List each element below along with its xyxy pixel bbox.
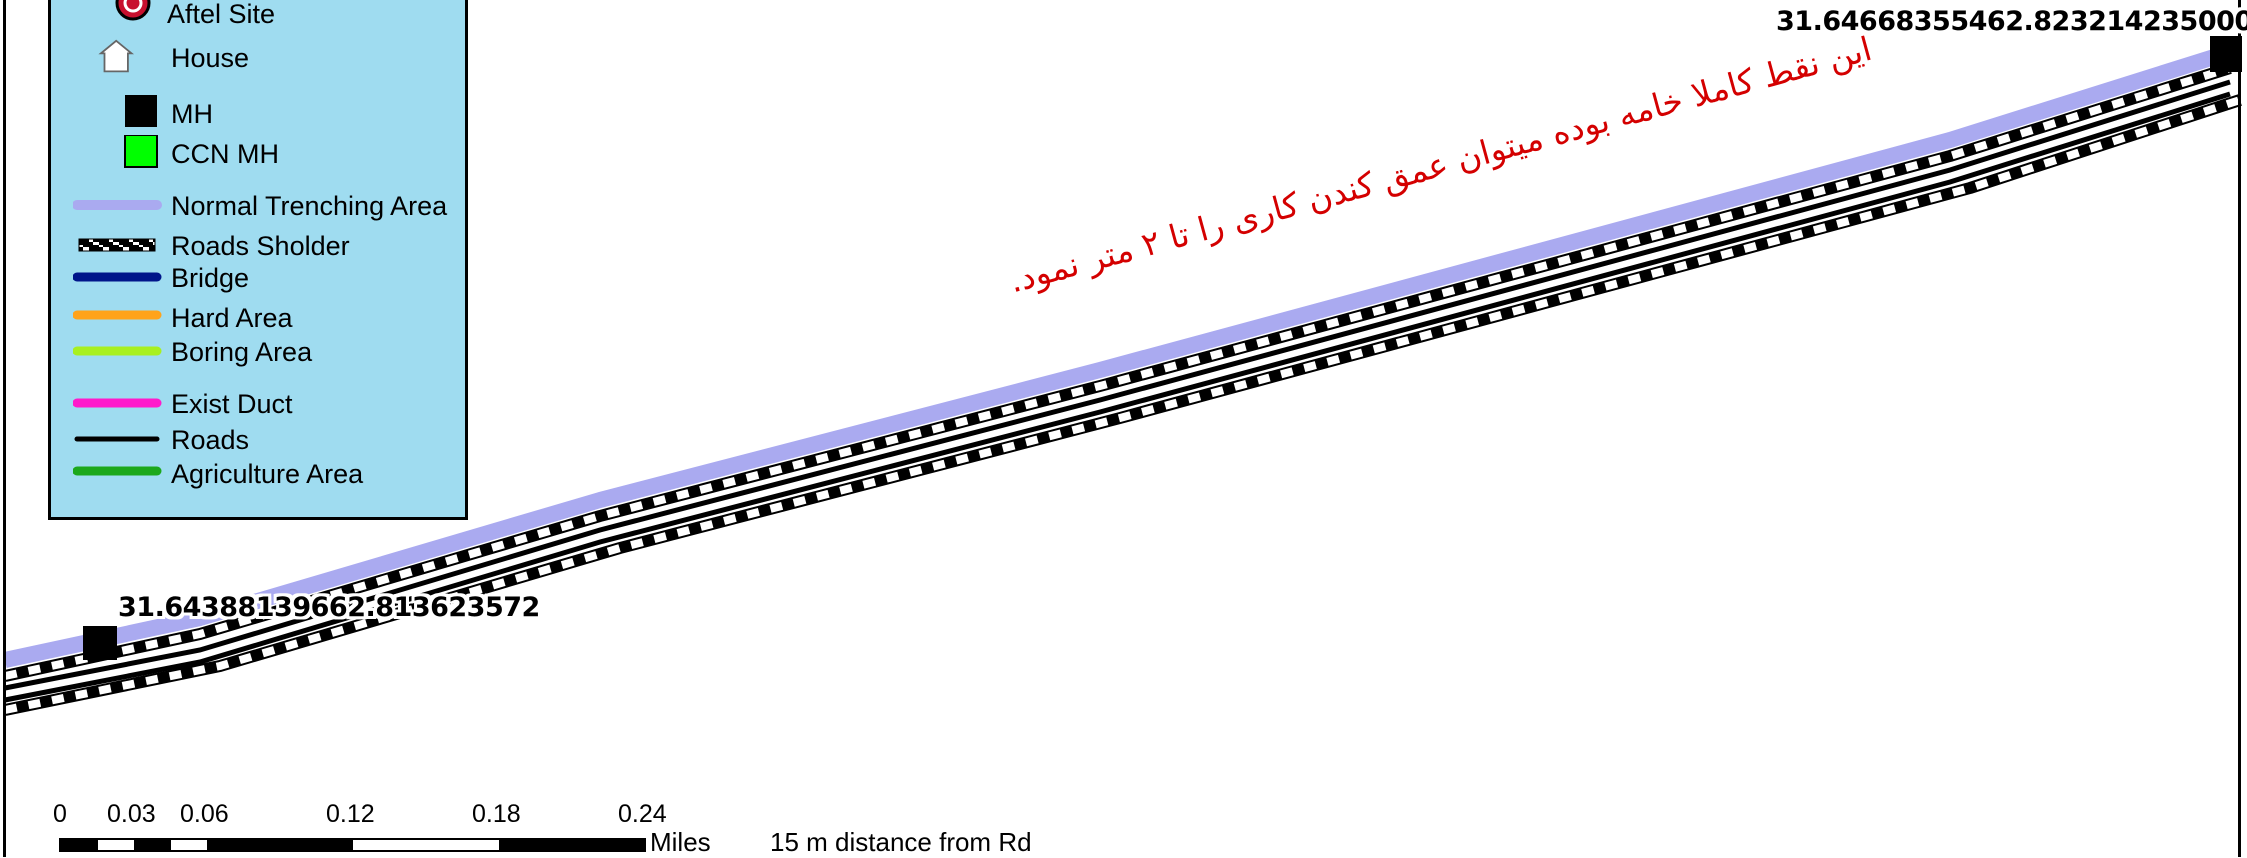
- scale-tick-label: 0.18: [472, 800, 521, 828]
- legend-row-boring: Boring Area: [51, 333, 465, 369]
- scale-tick-label: 0: [53, 800, 67, 828]
- legend-label: Roads: [171, 425, 250, 455]
- mh-marker-left[interactable]: [83, 626, 117, 660]
- agriculture-line-symbol: [73, 466, 162, 476]
- legend-label: Roads Sholder: [171, 231, 350, 261]
- mh-coordinate-label-right: 31.64668355462.8232142350001: [1776, 6, 2247, 37]
- boring-area-line-symbol: [73, 346, 162, 356]
- legend-row-aftel: Aftel Site: [51, 0, 465, 31]
- mh-marker-right[interactable]: [2210, 36, 2242, 72]
- roads-line-symbol: [74, 436, 160, 442]
- legend-label: Aftel Site: [167, 0, 276, 29]
- legend-row-hard: Hard Area: [51, 299, 465, 335]
- shoulder-line-symbol: [78, 238, 156, 252]
- distance-note-label: 15 m distance from Rd: [770, 827, 1032, 857]
- scale-bar: [59, 838, 646, 852]
- legend-row-shoulder: Roads Sholder: [51, 227, 465, 263]
- legend-label: Bridge: [171, 263, 250, 293]
- house-icon: [98, 39, 135, 73]
- scale-tick-label: 0.24: [618, 800, 667, 828]
- ccn-mh-symbol-icon: [124, 135, 158, 168]
- legend-label: Hard Area: [171, 303, 293, 333]
- legend-label: CCN MH: [171, 139, 279, 169]
- trenching-area-line: [3, 44, 2233, 668]
- legend-row-bridge: Bridge: [51, 259, 465, 295]
- trench-line-symbol: [73, 200, 162, 210]
- scale-units-label: Miles: [650, 827, 711, 857]
- legend-row-trench: Normal Trenching Area: [51, 187, 465, 223]
- legend-row-roads: Roads: [51, 421, 465, 457]
- scale-tick-label: 0.12: [326, 800, 375, 828]
- legend-label: House: [171, 43, 250, 73]
- legend-row-ccn-mh: CCN MH: [51, 135, 465, 171]
- legend-label: Agriculture Area: [171, 459, 364, 489]
- aftel-site-icon: [115, 0, 151, 21]
- bridge-line-symbol: [73, 272, 162, 282]
- legend-label: Normal Trenching Area: [171, 191, 448, 221]
- legend-row-house: House: [51, 39, 465, 75]
- road-shoulder-lower: [3, 94, 2242, 716]
- road-line-upper: [4, 79, 2231, 691]
- road-line-lower: [4, 91, 2231, 703]
- scale-tick-label: 0.06: [180, 800, 229, 828]
- legend-label: Boring Area: [171, 337, 313, 367]
- mh-coordinate-label-left: 31.64388139662.813623572: [118, 592, 540, 623]
- legend-row-duct: Exist Duct: [51, 385, 465, 421]
- legend-panel: Aftel Site House MH CCN MH Normal Trench…: [48, 0, 468, 520]
- legend-row-mh: MH: [51, 95, 465, 131]
- scale-tick-label: 0.03: [107, 800, 156, 828]
- legend-label: MH: [171, 99, 213, 129]
- road-shoulder-upper: [3, 62, 2232, 682]
- legend-label: Exist Duct: [171, 389, 293, 419]
- exist-duct-line-symbol: [73, 398, 162, 408]
- legend-row-agri: Agriculture Area: [51, 455, 465, 491]
- mh-symbol-icon: [125, 95, 157, 127]
- hard-area-line-symbol: [73, 310, 162, 320]
